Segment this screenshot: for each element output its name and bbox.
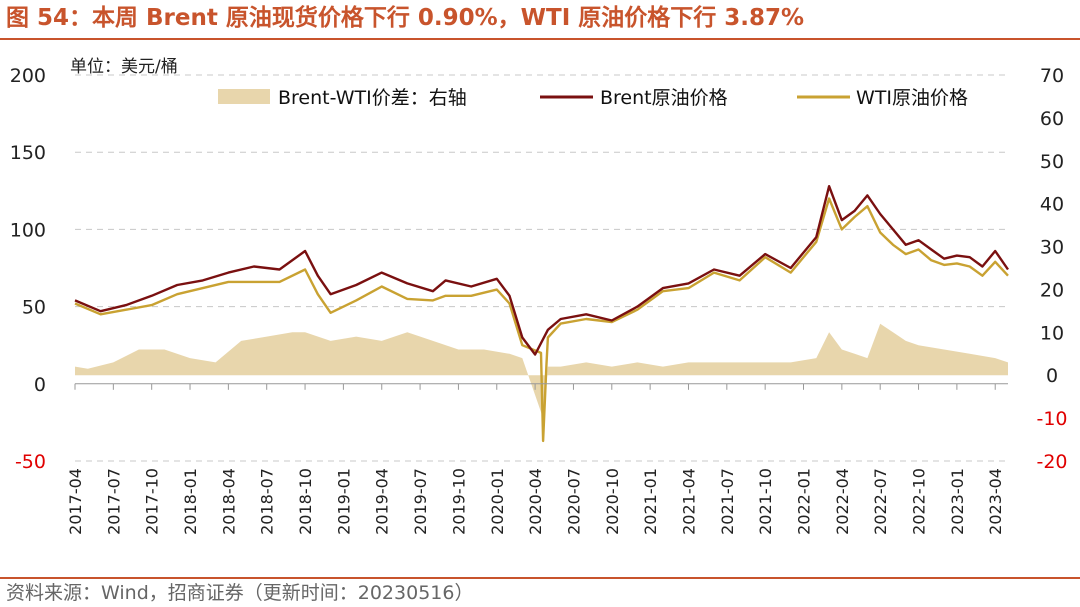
y-left-tick-label: 200 [10, 65, 46, 87]
x-tick-label: 2022-01 [795, 468, 814, 535]
unit-label: 单位：美元/桶 [70, 57, 178, 77]
x-tick-label: 2018-01 [181, 468, 200, 535]
x-tick-label: 2021-01 [641, 468, 660, 535]
x-tick-label: 2022-10 [910, 468, 929, 535]
y-right-tick-label: 50 [1040, 151, 1064, 173]
x-tick-label: 2017-07 [104, 468, 123, 535]
y-right-tick-label: 10 [1040, 322, 1064, 344]
x-tick-label: 2018-10 [296, 468, 315, 535]
x-tick-label: 2022-04 [833, 468, 852, 535]
x-tick-label: 2017-10 [143, 468, 162, 535]
y-right-tick-label: 30 [1040, 237, 1064, 259]
price-lines-layer [74, 184, 1009, 443]
y-right-tick-label: 60 [1040, 108, 1064, 130]
legend-label-wti: WTI原油价格 [856, 87, 968, 109]
legend-swatch-spread [218, 89, 270, 104]
legend-label-spread: Brent-WTI价差：右轴 [278, 87, 467, 109]
x-tick-label: 2019-07 [411, 468, 430, 535]
y-right-tick-label: 20 [1040, 279, 1064, 301]
x-tick-label: 2023-04 [986, 468, 1005, 535]
chart: 单位：美元/桶 200150100500-50706050403020100-1… [10, 57, 1068, 535]
source-note: 资料来源：Wind，招商证券（更新时间：20230516） [6, 582, 474, 604]
y-left-tick-label: 150 [10, 142, 46, 164]
y-right-tick-label: 70 [1040, 65, 1064, 87]
y-left-tick-label: 50 [22, 297, 46, 319]
x-tick-label: 2020-01 [488, 468, 507, 535]
x-tick-label: 2019-10 [449, 468, 468, 535]
x-tick-label: 2017-04 [66, 468, 85, 535]
y-left-tick-label: 0 [34, 374, 46, 396]
x-tick-label: 2019-04 [373, 468, 392, 535]
y-right-tick-label: 0 [1046, 365, 1058, 387]
x-tick-label: 2018-04 [219, 468, 238, 535]
legend: Brent-WTI价差：右轴 Brent原油价格 WTI原油价格 [218, 87, 968, 109]
y-left-tick-label: 100 [10, 219, 46, 241]
title-rule [0, 38, 1080, 40]
x-tick-label: 2023-01 [948, 468, 967, 535]
x-tick-label: 2020-04 [526, 468, 545, 535]
legend-label-brent: Brent原油价格 [600, 87, 728, 109]
grid-lines [75, 74, 1008, 462]
y-right-tick-label: 40 [1040, 194, 1064, 216]
figure-title: 图 54：本周 Brent 原油现货价格下行 0.90%，WTI 原油价格下行 … [6, 5, 805, 31]
x-tick-label: 2021-10 [756, 468, 775, 535]
brent-line [74, 184, 1009, 356]
x-tick-label: 2019-01 [334, 468, 353, 535]
x-tick-label: 2021-07 [718, 468, 737, 535]
x-tick-label: 2022-07 [871, 468, 890, 535]
x-tick-label: 2021-04 [679, 468, 698, 535]
x-tick-label: 2020-07 [564, 468, 583, 535]
spread-area [75, 323, 1008, 419]
y-right-tick-label: -20 [1036, 451, 1067, 473]
wti-line [74, 197, 1009, 443]
x-tick-label: 2018-07 [258, 468, 277, 535]
y-right-tick-label: -10 [1036, 408, 1067, 430]
axes: 200150100500-50706050403020100-10-202017… [10, 65, 1068, 535]
spread-area-layer [75, 323, 1008, 419]
x-tick-label: 2020-10 [603, 468, 622, 535]
source-rule [0, 577, 1080, 579]
y-left-tick-label: -50 [15, 451, 46, 473]
